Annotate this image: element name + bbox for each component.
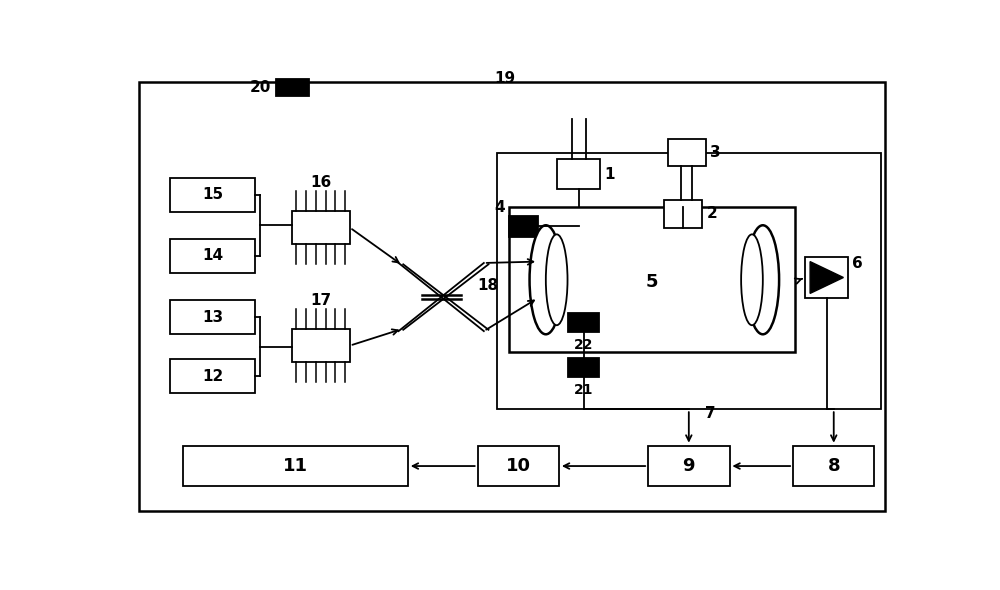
Text: 5: 5 (646, 273, 658, 291)
Bar (170, 300, 255, 335)
Ellipse shape (741, 234, 763, 325)
Ellipse shape (530, 225, 562, 335)
Polygon shape (810, 261, 843, 293)
Bar (568, 358, 599, 378)
Text: 12: 12 (202, 369, 223, 384)
Bar (170, 359, 255, 394)
Text: 1: 1 (604, 166, 615, 182)
Bar (276, 78, 309, 96)
Bar (478, 445, 559, 487)
Text: 16: 16 (310, 175, 331, 189)
Bar (170, 178, 255, 212)
Text: 21: 21 (574, 383, 594, 397)
Text: 8: 8 (827, 457, 840, 475)
Text: 4: 4 (494, 201, 505, 215)
Bar (183, 445, 408, 487)
Text: 19: 19 (494, 71, 515, 87)
Bar (509, 207, 795, 352)
Text: 22: 22 (574, 337, 594, 352)
Text: 7: 7 (705, 407, 715, 421)
Ellipse shape (546, 234, 568, 325)
Text: 2: 2 (706, 206, 717, 221)
Bar (170, 239, 255, 273)
Text: 6: 6 (852, 257, 863, 271)
Bar (793, 445, 874, 487)
Bar (664, 200, 702, 228)
Text: 20: 20 (250, 80, 271, 94)
Bar (557, 159, 600, 189)
Text: 3: 3 (710, 145, 721, 160)
Bar (509, 216, 538, 237)
Bar (568, 313, 599, 332)
Text: 17: 17 (310, 293, 331, 308)
Bar (292, 211, 350, 244)
Text: 18: 18 (477, 278, 498, 293)
Bar (648, 445, 730, 487)
Bar (497, 153, 881, 409)
Text: 15: 15 (202, 187, 223, 202)
Ellipse shape (747, 225, 779, 335)
Bar (668, 139, 706, 166)
Text: 9: 9 (683, 457, 695, 475)
Text: 14: 14 (202, 248, 223, 263)
Text: 13: 13 (202, 310, 223, 324)
Bar (292, 329, 350, 362)
Text: 10: 10 (506, 457, 531, 475)
Text: 11: 11 (283, 457, 308, 475)
Bar (805, 257, 848, 298)
